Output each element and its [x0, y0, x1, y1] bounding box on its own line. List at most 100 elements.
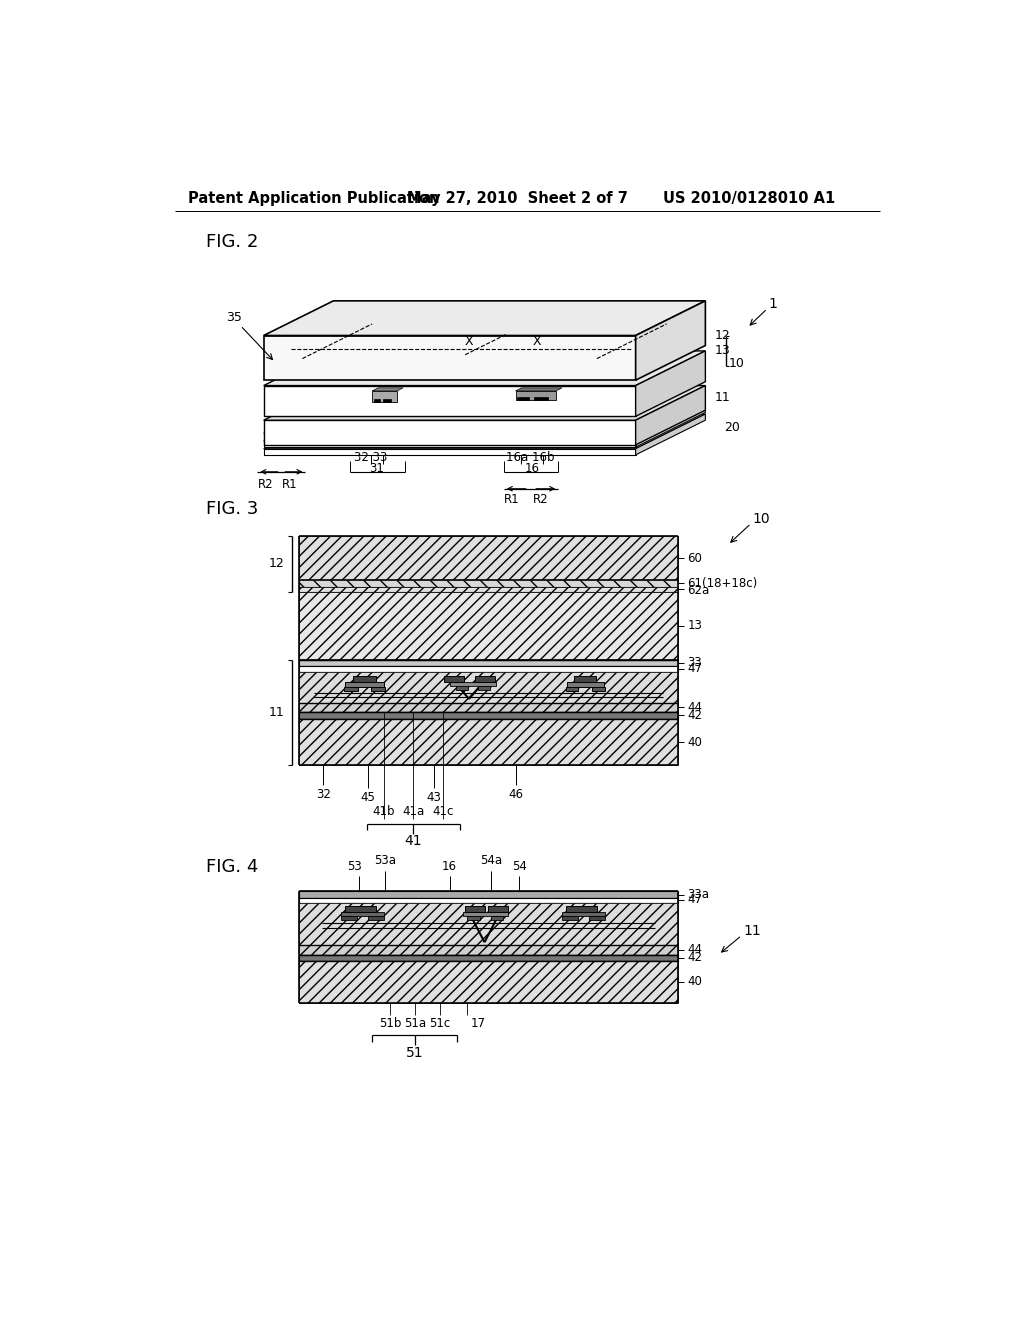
Text: X: X	[532, 335, 542, 348]
Text: 17: 17	[471, 1016, 485, 1030]
Text: 43: 43	[427, 791, 441, 804]
Text: 51b: 51b	[379, 1016, 401, 1030]
Bar	[444, 676, 464, 682]
Text: 16: 16	[442, 861, 457, 874]
Bar	[299, 660, 678, 665]
Text: 40: 40	[687, 735, 702, 748]
Text: 31: 31	[370, 462, 384, 475]
Polygon shape	[372, 388, 403, 391]
Bar	[299, 591, 678, 660]
Text: 51c: 51c	[429, 1016, 451, 1030]
Polygon shape	[515, 391, 556, 400]
Text: 45: 45	[360, 791, 376, 804]
Bar	[299, 665, 678, 672]
Bar	[562, 912, 604, 916]
Bar	[341, 916, 356, 920]
Bar	[592, 686, 604, 692]
Text: 41a: 41a	[402, 805, 424, 818]
Polygon shape	[263, 385, 706, 420]
Polygon shape	[263, 441, 636, 447]
Bar	[490, 916, 503, 920]
Bar	[574, 676, 596, 682]
Bar	[566, 682, 604, 686]
Bar	[299, 702, 678, 711]
Text: 11: 11	[743, 924, 761, 939]
Bar	[344, 686, 358, 692]
Polygon shape	[517, 397, 529, 400]
Bar	[299, 586, 678, 591]
Text: 54a: 54a	[479, 854, 502, 867]
Text: 51a: 51a	[403, 1016, 426, 1030]
Text: 1: 1	[769, 297, 778, 312]
Text: 16: 16	[524, 462, 540, 475]
Bar	[299, 945, 678, 954]
Text: 12: 12	[715, 329, 730, 342]
Text: FIG. 4: FIG. 4	[206, 858, 258, 875]
Text: 41b: 41b	[373, 805, 395, 818]
Text: 33a: 33a	[687, 888, 710, 902]
Text: R2: R2	[257, 478, 273, 491]
Polygon shape	[263, 420, 636, 445]
Text: 40: 40	[687, 975, 702, 989]
Text: 42: 42	[687, 952, 702, 964]
Bar	[345, 682, 384, 686]
Bar	[299, 719, 678, 766]
Bar	[467, 916, 480, 920]
Text: 12: 12	[268, 557, 285, 570]
Polygon shape	[636, 351, 706, 416]
Bar	[477, 686, 489, 689]
Text: 44: 44	[687, 701, 702, 714]
Polygon shape	[535, 397, 548, 400]
Bar	[463, 912, 508, 916]
Text: 53: 53	[347, 861, 361, 874]
Bar	[371, 686, 385, 692]
Polygon shape	[636, 399, 706, 440]
Bar	[345, 906, 376, 912]
Text: 32: 32	[315, 788, 331, 801]
Text: 44: 44	[687, 944, 702, 957]
Bar	[465, 906, 484, 912]
Polygon shape	[515, 388, 562, 391]
Text: 33: 33	[687, 656, 702, 669]
Text: 60: 60	[687, 552, 702, 565]
Text: X: X	[465, 335, 473, 348]
Text: 41c: 41c	[432, 805, 454, 818]
Text: 54: 54	[512, 861, 526, 874]
Bar	[341, 912, 384, 916]
Text: 16a 16b: 16a 16b	[506, 451, 554, 465]
Text: 51: 51	[406, 1047, 424, 1060]
Text: 61(18+18c): 61(18+18c)	[687, 577, 758, 590]
Bar	[566, 906, 597, 912]
Bar	[299, 672, 678, 702]
Polygon shape	[636, 301, 706, 380]
Text: R1: R1	[504, 492, 519, 506]
Polygon shape	[263, 335, 636, 380]
Polygon shape	[263, 351, 706, 385]
Text: 10: 10	[753, 512, 770, 525]
Polygon shape	[636, 407, 706, 447]
Text: 41: 41	[404, 834, 422, 849]
Polygon shape	[374, 399, 380, 401]
Text: 47: 47	[687, 663, 702, 676]
Polygon shape	[263, 399, 706, 433]
Text: US 2010/0128010 A1: US 2010/0128010 A1	[663, 191, 835, 206]
Text: May 27, 2010  Sheet 2 of 7: May 27, 2010 Sheet 2 of 7	[407, 191, 628, 206]
Polygon shape	[372, 391, 397, 401]
Polygon shape	[263, 407, 706, 441]
Bar	[589, 916, 604, 920]
Bar	[562, 916, 578, 920]
Bar	[450, 682, 496, 686]
Bar	[488, 906, 508, 912]
Bar	[299, 903, 678, 945]
Polygon shape	[263, 433, 636, 440]
Bar	[456, 686, 468, 689]
Text: 11: 11	[268, 705, 285, 718]
Polygon shape	[263, 385, 636, 416]
Polygon shape	[263, 414, 706, 449]
Polygon shape	[636, 414, 706, 455]
Text: Patent Application Publication: Patent Application Publication	[188, 191, 440, 206]
Text: 10: 10	[729, 358, 744, 371]
Bar	[369, 916, 384, 920]
Text: 13: 13	[687, 619, 702, 632]
Bar	[352, 676, 376, 682]
